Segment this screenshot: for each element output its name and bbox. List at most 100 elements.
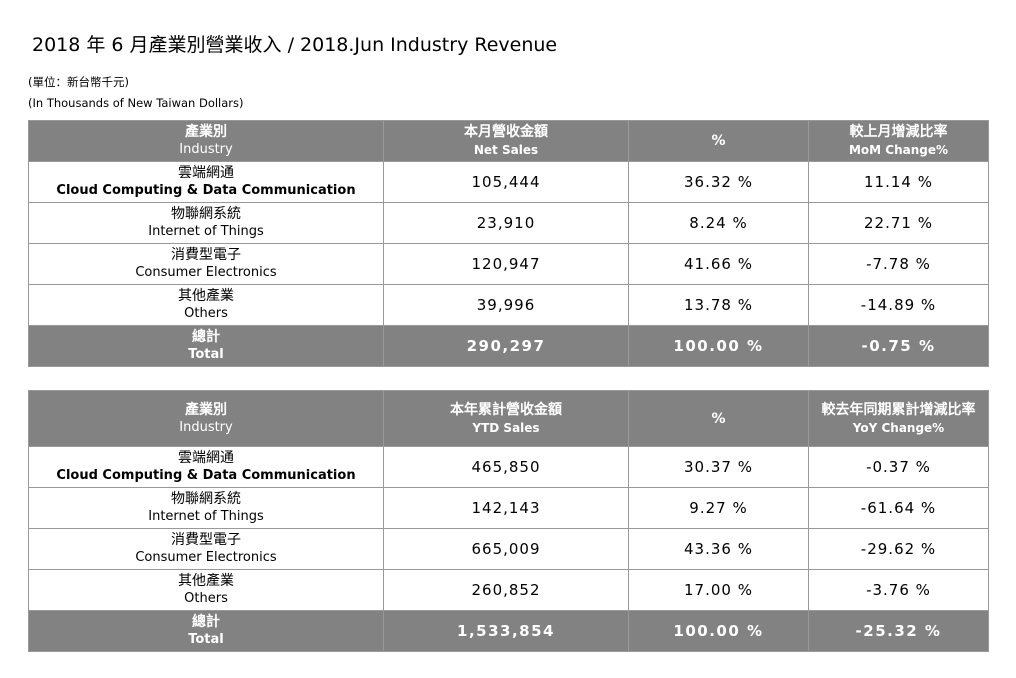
industry-cell: 雲端網通 Cloud Computing & Data Communication bbox=[28, 161, 384, 203]
value-cell: -25.32 % bbox=[808, 610, 989, 652]
header-cell: 產業別 Industry bbox=[28, 120, 384, 162]
unit-note: (In Thousands of New Taiwan Dollars) bbox=[28, 96, 244, 110]
data-row: 雲端網通 Cloud Computing & Data Communication… bbox=[28, 161, 989, 203]
value-cell: -14.89 % bbox=[808, 284, 989, 326]
unit-note: (單位：新台幣千元) bbox=[28, 75, 129, 89]
value-cell: 8.24 % bbox=[628, 202, 809, 244]
data-row: 其他產業 Others 260,852 17.00 % -3.76 % bbox=[28, 569, 989, 611]
industry-name: 物聯網系統 bbox=[171, 491, 241, 507]
header-cell: 產業別 Industry bbox=[28, 390, 384, 447]
industry-cell: 物聯網系統 Internet of Things bbox=[28, 487, 384, 529]
value-cell: 41.66 % bbox=[628, 243, 809, 285]
value-cell: 22.71 % bbox=[808, 202, 989, 244]
industry-name: 總計 bbox=[192, 614, 220, 630]
value-cell: 142,143 bbox=[383, 487, 629, 529]
industry-name: 其他產業 bbox=[178, 288, 234, 304]
value-cell: -3.76 % bbox=[808, 569, 989, 611]
data-row: 消費型電子 Consumer Electronics 665,009 43.36 % -… bbox=[28, 528, 989, 570]
data-row: 雲端網通 Cloud Computing & Data Communication… bbox=[28, 446, 989, 488]
header-text: 較去年同期累計增減比率 bbox=[821, 401, 976, 418]
revenue-table: 產業別 Industry 本月營收金額 Net Sales% 較上月增減比率 MoM Ch… bbox=[28, 120, 989, 367]
industry-name: 物聯網系統 bbox=[171, 206, 241, 222]
value-cell: -7.78 % bbox=[808, 243, 989, 285]
header-text: YTD Sales bbox=[472, 420, 540, 435]
header-text: Industry bbox=[179, 142, 233, 157]
value-cell: 43.36 % bbox=[628, 528, 809, 570]
revenue-table: 產業別 Industry 本年累計營收金額 YTD Sales% 較去年同期累計增減比率… bbox=[28, 390, 989, 652]
industry-name: 消費型電子 bbox=[171, 532, 241, 548]
industry-name: 雲端網通 bbox=[178, 450, 234, 466]
header-cell: 本月營收金額 Net Sales bbox=[383, 120, 629, 162]
industry-cell: 消費型電子 Consumer Electronics bbox=[28, 528, 384, 570]
industry-name: Cloud Computing & Data Communication bbox=[56, 183, 356, 198]
value-cell: 17.00 % bbox=[628, 569, 809, 611]
header-cell: % bbox=[628, 120, 809, 162]
header-text: Net Sales bbox=[473, 143, 539, 157]
header-text: 產業別 bbox=[185, 401, 227, 418]
industry-name: Internet of Things bbox=[148, 509, 264, 524]
industry-cell: 消費型電子 Consumer Electronics bbox=[28, 243, 384, 285]
industry-name: Total bbox=[188, 632, 224, 647]
industry-cell: 總計 Total bbox=[28, 610, 384, 652]
total-row: 總計 Total 290,297 100.00 % -0.75 % bbox=[28, 325, 989, 367]
value-cell: 39,996 bbox=[383, 284, 629, 326]
industry-cell: 其他產業 Others bbox=[28, 284, 384, 326]
header-text: % bbox=[711, 133, 726, 149]
value-cell: 9.27 % bbox=[628, 487, 809, 529]
industry-name: Others bbox=[184, 306, 228, 321]
data-row: 物聯網系統 Internet of Things 142,143 9.27 % -61.… bbox=[28, 487, 989, 529]
header-cell: 較去年同期累計增減比率 YoY Change% bbox=[808, 390, 989, 447]
value-cell: 1,533,854 bbox=[383, 610, 629, 652]
data-row: 消費型電子 Consumer Electronics 120,947 41.66 % -… bbox=[28, 243, 989, 285]
value-cell: 13.78 % bbox=[628, 284, 809, 326]
header-cell: % bbox=[628, 390, 809, 447]
value-cell: 23,910 bbox=[383, 202, 629, 244]
value-cell: -61.64 % bbox=[808, 487, 989, 529]
header-text: 產業別 bbox=[185, 124, 227, 140]
header-text: 本月營收金額 bbox=[464, 124, 548, 140]
value-cell: 100.00 % bbox=[628, 325, 809, 367]
industry-name: 其他產業 bbox=[178, 573, 234, 589]
value-cell: 11.14 % bbox=[808, 161, 989, 203]
data-row: 物聯網系統 Internet of Things 23,910 8.24 % 22.71… bbox=[28, 202, 989, 244]
value-cell: 260,852 bbox=[383, 569, 629, 611]
header-text: MoM Change% bbox=[848, 143, 949, 157]
header-text: % bbox=[711, 410, 726, 427]
header-row: 產業別 Industry 本年累計營收金額 YTD Sales% 較去年同期累計增減比率… bbox=[28, 390, 989, 447]
value-cell: 100.00 % bbox=[628, 610, 809, 652]
industry-name: 總計 bbox=[192, 329, 220, 345]
industry-name: Consumer Electronics bbox=[135, 265, 277, 280]
header-text: YoY Change% bbox=[852, 420, 945, 435]
data-row: 其他產業 Others 39,996 13.78 % -14.89 % bbox=[28, 284, 989, 326]
industry-name: 雲端網通 bbox=[178, 165, 234, 181]
header-text: Industry bbox=[179, 419, 233, 435]
value-cell: 105,444 bbox=[383, 161, 629, 203]
value-cell: 120,947 bbox=[383, 243, 629, 285]
industry-name: 消費型電子 bbox=[171, 247, 241, 263]
value-cell: 465,850 bbox=[383, 446, 629, 488]
industry-name: Cloud Computing & Data Communication bbox=[56, 468, 356, 483]
value-cell: -29.62 % bbox=[808, 528, 989, 570]
value-cell: 665,009 bbox=[383, 528, 629, 570]
industry-name: Internet of Things bbox=[148, 224, 264, 239]
industry-name: Total bbox=[188, 347, 224, 362]
value-cell: 30.37 % bbox=[628, 446, 809, 488]
value-cell: 290,297 bbox=[383, 325, 629, 367]
header-cell: 較上月增減比率 MoM Change% bbox=[808, 120, 989, 162]
industry-cell: 其他產業 Others bbox=[28, 569, 384, 611]
header-cell: 本年累計營收金額 YTD Sales bbox=[383, 390, 629, 447]
value-cell: -0.75 % bbox=[808, 325, 989, 367]
value-cell: 36.32 % bbox=[628, 161, 809, 203]
header-text: 本年累計營收金額 bbox=[450, 401, 562, 418]
value-cell: -0.37 % bbox=[808, 446, 989, 488]
industry-name: Others bbox=[184, 591, 228, 606]
page-title: 2018 年 6 月產業別營業收入 / 2018.Jun Industry Re… bbox=[32, 34, 558, 56]
industry-cell: 物聯網系統 Internet of Things bbox=[28, 202, 384, 244]
header-row: 產業別 Industry 本月營收金額 Net Sales% 較上月增減比率 MoM Ch… bbox=[28, 120, 989, 162]
industry-cell: 總計 Total bbox=[28, 325, 384, 367]
header-text: 較上月增減比率 bbox=[849, 124, 948, 140]
industry-cell: 雲端網通 Cloud Computing & Data Communication bbox=[28, 446, 384, 488]
industry-name: Consumer Electronics bbox=[135, 550, 277, 565]
total-row: 總計 Total 1,533,854 100.00 % -25.32 % bbox=[28, 610, 989, 652]
